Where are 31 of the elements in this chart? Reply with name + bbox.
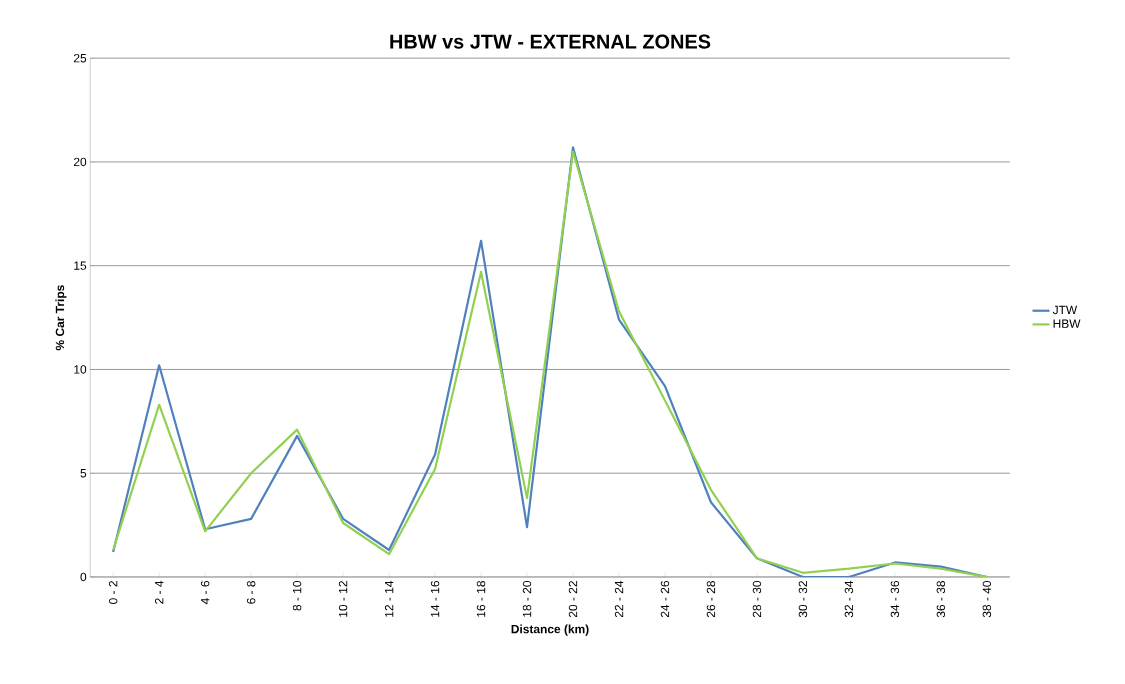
y-axis-title: % Car Trips — [55, 285, 67, 351]
x-tick-label: 6 - 8 — [246, 580, 256, 604]
x-tick-label: 38 - 40 — [982, 580, 992, 618]
y-tick-label: 25 — [73, 53, 87, 63]
y-tick-label: 10 — [74, 365, 87, 374]
x-tick-label: 32 - 34 — [844, 580, 854, 618]
x-tick-label: 28 - 30 — [752, 580, 762, 618]
x-tick-label: 10 - 12 — [338, 581, 348, 617]
y-tick-label: 20 — [73, 157, 87, 167]
x-tick-label: 12 - 14 — [384, 580, 394, 617]
x-axis-title: Distance (km) — [511, 624, 589, 636]
x-tick-label: 14 - 16 — [430, 580, 440, 617]
x-tick-label: 2 - 4 — [154, 580, 164, 604]
x-tick-label: 16 - 18 — [476, 580, 486, 617]
x-tick-label: 34 - 36 — [890, 580, 900, 618]
x-tick-label: 0 - 2 — [108, 581, 118, 604]
x-tick-label: 36 - 38 — [936, 580, 946, 618]
x-tick-label: 22 - 24 — [614, 580, 624, 618]
x-tick-label: 26 - 28 — [706, 580, 716, 618]
y-tick-label: 15 — [74, 261, 87, 270]
x-tick-label: 4 - 6 — [200, 580, 210, 605]
chart-title: HBW vs JTW - EXTERNAL ZONES — [390, 34, 711, 49]
y-tick-label: 0 — [80, 572, 87, 582]
x-tick-label: 20 - 22 — [568, 581, 578, 618]
x-tick-label: 18 - 20 — [522, 580, 532, 617]
x-tick-label: 24 - 26 — [660, 580, 670, 618]
legend-label: HBW — [1053, 319, 1081, 328]
y-tick-label: 5 — [80, 468, 87, 478]
x-tick-label: 8 - 10 — [292, 580, 302, 611]
x-tick-label: 30 - 32 — [798, 581, 808, 618]
legend-label: JTW — [1052, 305, 1078, 315]
